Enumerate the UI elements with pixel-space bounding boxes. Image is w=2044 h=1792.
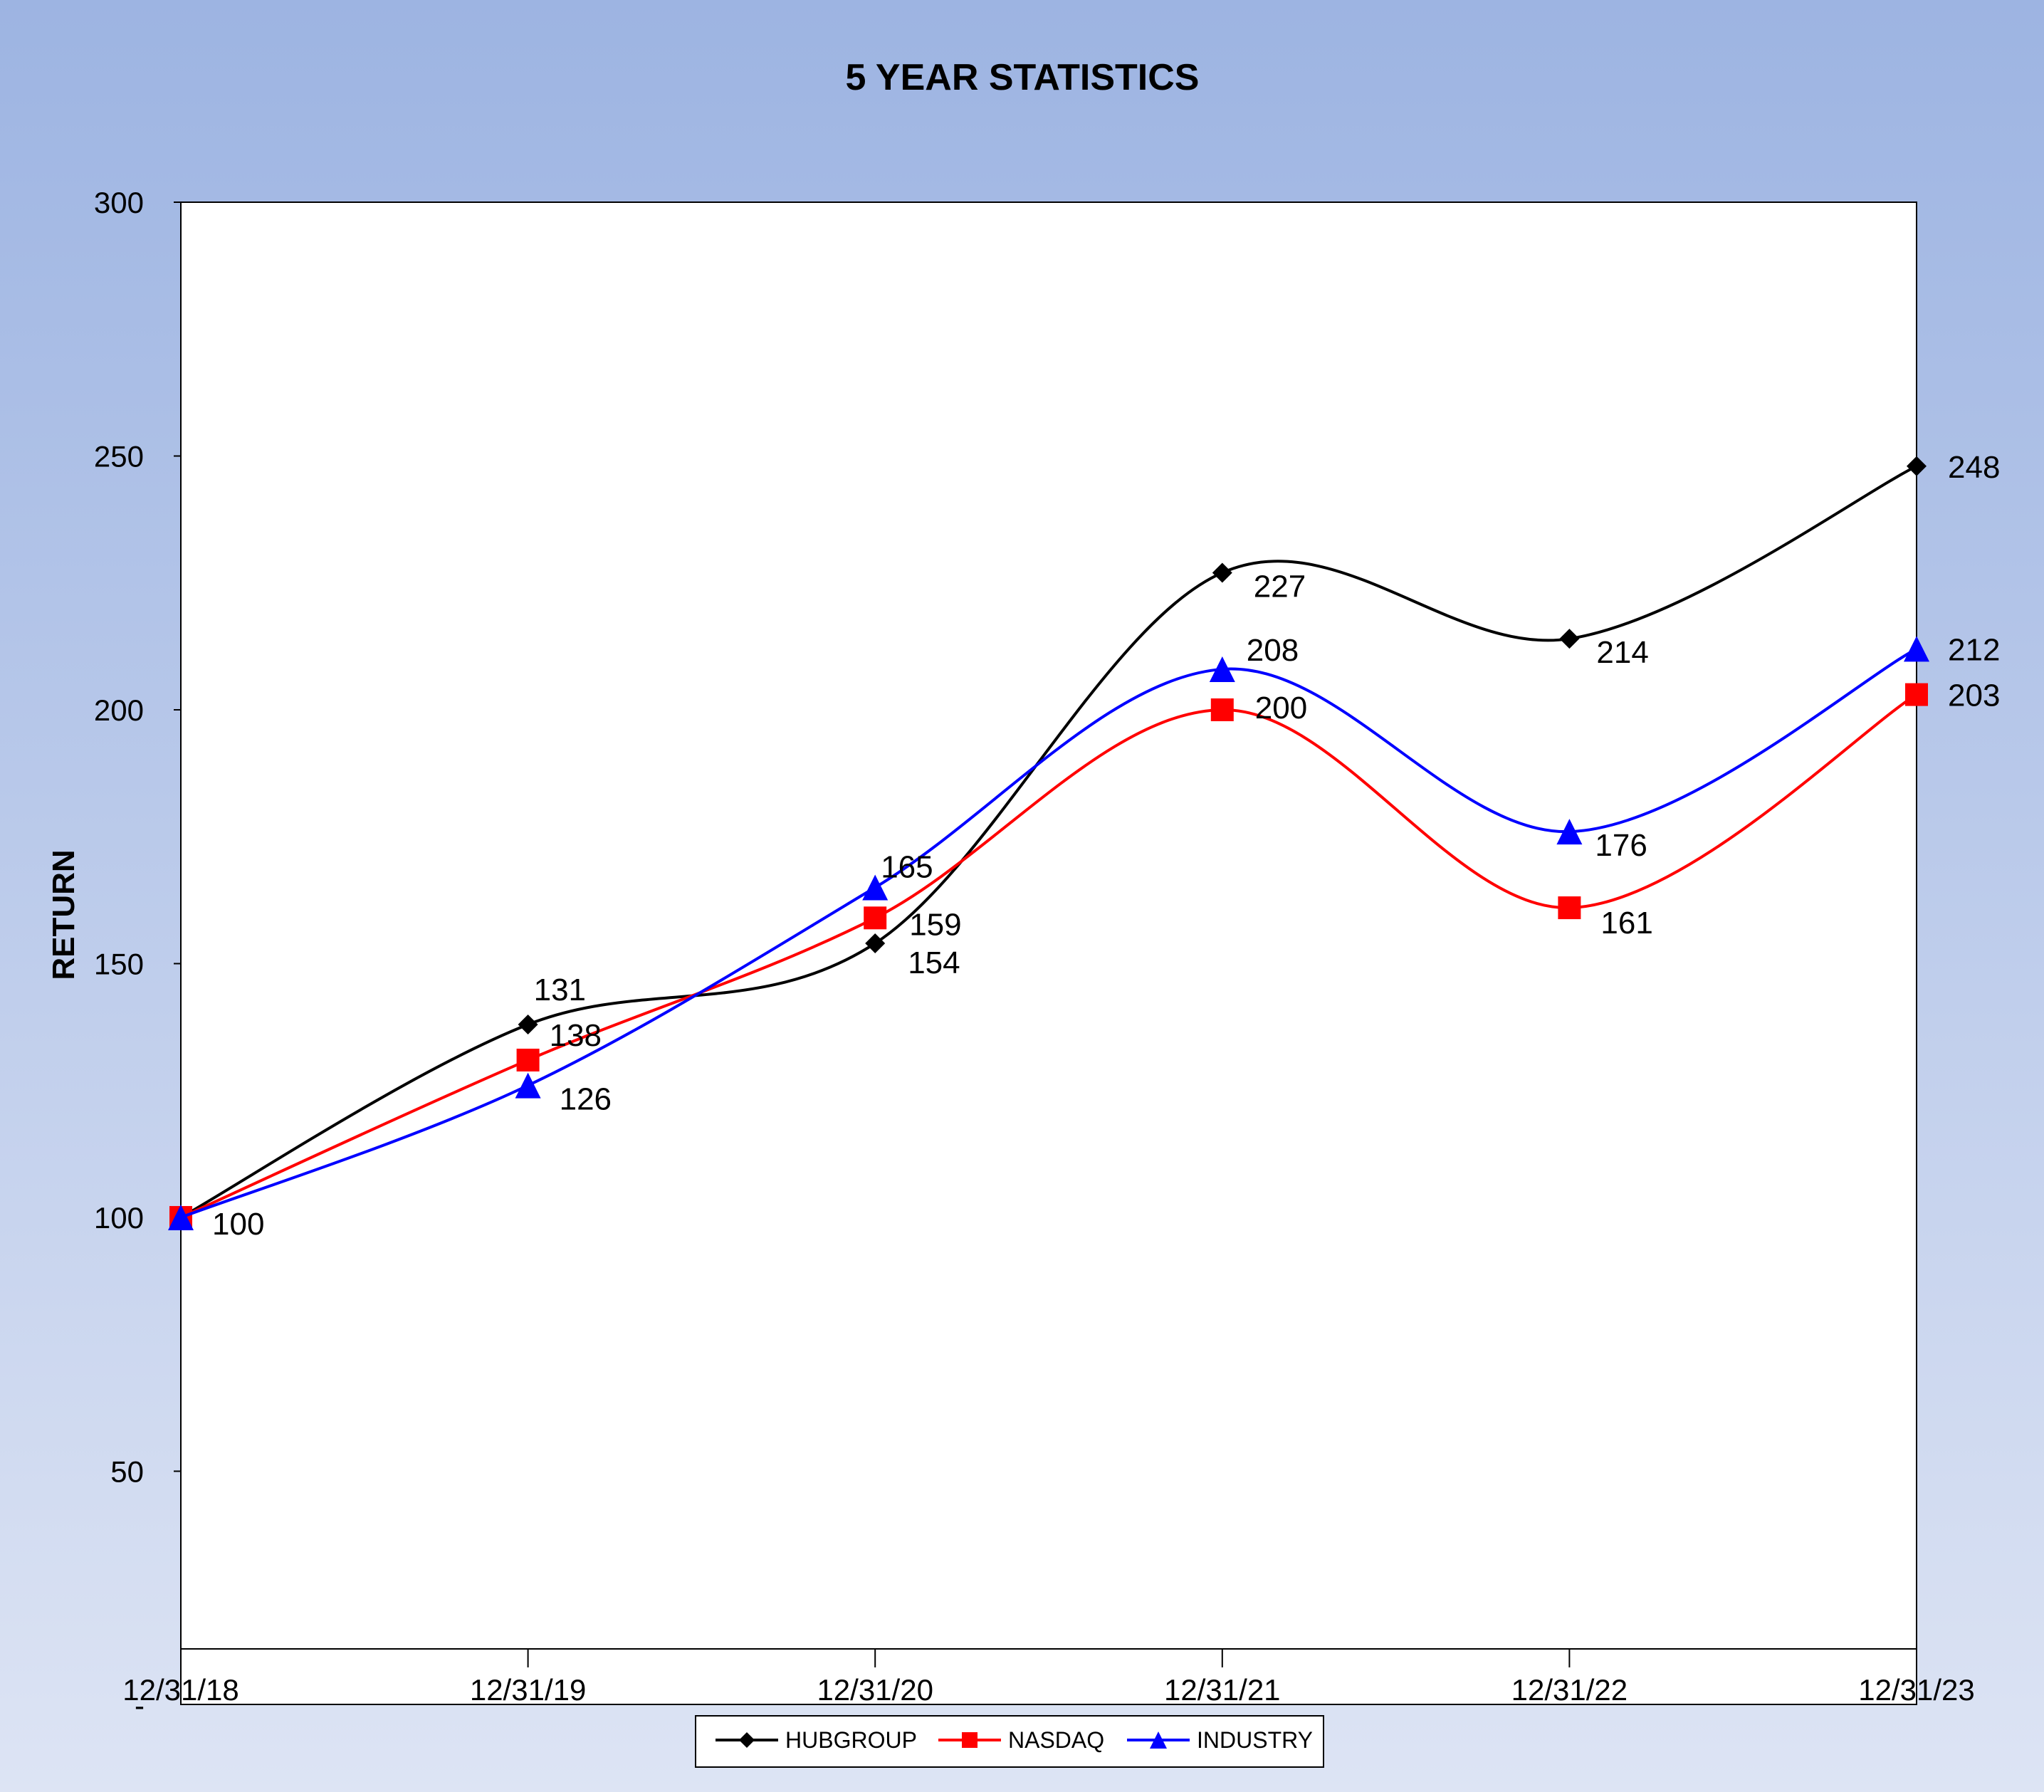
hubgroup-data-label: 154 (908, 945, 960, 980)
plot-area (180, 201, 1917, 1705)
industry-data-label: 176 (1595, 828, 1647, 863)
nasdaq-data-label: 161 (1600, 906, 1652, 940)
x-tick-label: 12/31/18 (122, 1673, 239, 1707)
x-tick-label: 12/31/21 (1164, 1673, 1281, 1707)
nasdaq-data-label: 138 (550, 1018, 602, 1053)
x-tick-label: 12/31/23 (1858, 1673, 1975, 1707)
hubgroup-point (518, 1015, 538, 1035)
industry-data-label: 212 (1948, 632, 2000, 667)
industry-data-label: 165 (881, 850, 933, 885)
chart-title: 5 YEAR STATISTICS (846, 57, 1200, 98)
y-tick-label: 100 (94, 1201, 144, 1235)
legend-label-industry: INDUSTRY (1197, 1727, 1313, 1753)
industry-data-label: 126 (560, 1082, 612, 1117)
legend: HUBGROUP NASDAQ INDUSTRY (695, 1715, 1324, 1768)
legend-swatch-marker (962, 1732, 978, 1748)
nasdaq-data-label: 200 (1255, 691, 1307, 725)
nasdaq-line (180, 693, 1918, 1219)
y-tick-label: 300 (94, 186, 144, 219)
legend-box (695, 1715, 1324, 1768)
nasdaq-point (1558, 896, 1581, 920)
nasdaq-point (1905, 683, 1928, 706)
hubgroup-data-label: 100 (212, 1207, 264, 1242)
nasdaq-data-label: 159 (909, 907, 961, 942)
industry-point (1904, 636, 1929, 662)
y-tick-label: 200 (94, 693, 144, 727)
legend-swatch-marker (1150, 1731, 1167, 1749)
x-tick-label: 12/31/22 (1511, 1673, 1628, 1707)
industry-line (180, 647, 1917, 1219)
nasdaq-point (516, 1048, 540, 1071)
industry-point (862, 874, 889, 901)
industry-point (515, 1072, 541, 1099)
y-axis-title: RETURN (46, 849, 81, 980)
hubgroup-point (1559, 629, 1580, 649)
hubgroup-point (1212, 562, 1232, 583)
industry-data-label: 208 (1247, 633, 1299, 668)
industry-point (1556, 819, 1583, 845)
legend-label-hubgroup: HUBGROUP (785, 1727, 917, 1753)
y-tick-label: 50 (110, 1455, 144, 1488)
legend-swatch-marker (739, 1732, 755, 1748)
hubgroup-point (865, 933, 886, 953)
hubgroup-data-label: 214 (1596, 635, 1648, 670)
hubgroup-data-label: 248 (1948, 450, 2000, 485)
nasdaq-data-label: 203 (1948, 678, 2000, 713)
y-tick-label: 150 (94, 947, 144, 980)
hubgroup-point (1907, 456, 1927, 476)
nasdaq-point (1210, 698, 1234, 721)
industry-point (1209, 656, 1235, 682)
x-tick-label: 12/31/19 (470, 1673, 587, 1707)
nasdaq-point (864, 906, 887, 930)
industry-point (168, 1204, 194, 1230)
hubgroup-line (180, 464, 1917, 1219)
hubgroup-data-label: 131 (534, 973, 586, 1007)
y-tick-label: 250 (94, 439, 144, 473)
hubgroup-data-label: 227 (1254, 569, 1306, 604)
x-zero-label: - (135, 1689, 145, 1722)
legend-label-nasdaq: NASDAQ (1008, 1727, 1104, 1753)
x-tick-label: 12/31/20 (817, 1673, 933, 1707)
